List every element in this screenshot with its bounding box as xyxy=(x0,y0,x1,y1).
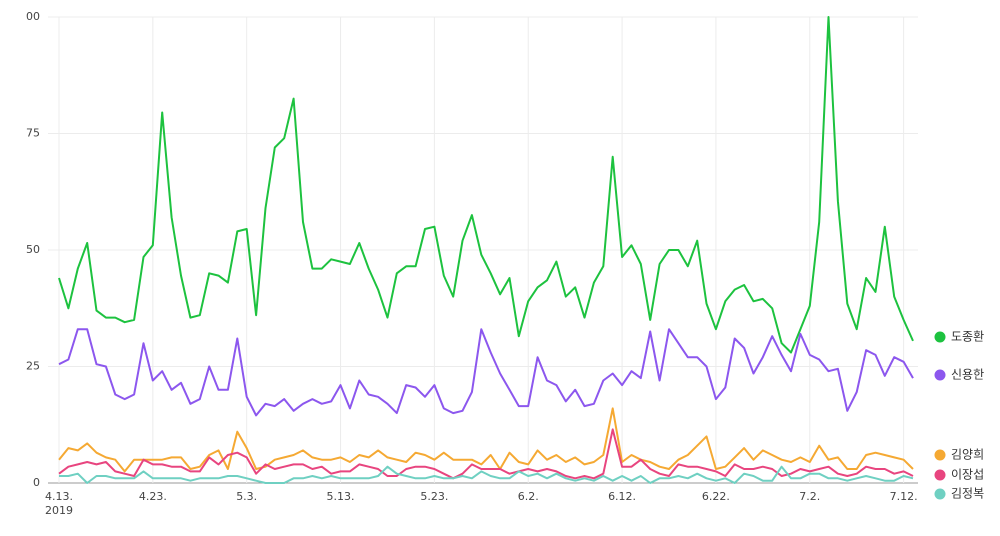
x-tick-label: 7.12. xyxy=(890,490,918,503)
line-series xyxy=(59,465,914,484)
y-tick-label: 50 xyxy=(26,243,40,256)
line-series xyxy=(58,407,914,473)
y-tick-label: 00 xyxy=(26,10,40,23)
line-series xyxy=(58,328,914,417)
legend-label: 도종환 xyxy=(951,330,984,344)
legend-marker xyxy=(934,369,946,381)
x-tick-label: 5.23. xyxy=(420,490,448,503)
y-tick-label: 75 xyxy=(26,127,40,140)
x-tick-label: 4.23. xyxy=(139,490,167,503)
x-tick-label: 5.3. xyxy=(236,490,257,503)
legend-label: 김정복 xyxy=(951,487,984,501)
legend-label: 신용한 xyxy=(951,368,984,382)
legend-marker xyxy=(934,449,946,461)
x-tick-label: 6.2. xyxy=(518,490,539,503)
x-tick-label: 7.2. xyxy=(799,490,820,503)
x-tick-label: 5.13. xyxy=(327,490,355,503)
line-series xyxy=(58,428,914,480)
x-tick-label: 4.13. xyxy=(45,490,73,503)
y-tick-label: 0 xyxy=(33,476,40,489)
legend-marker xyxy=(934,469,946,481)
line-series xyxy=(58,16,914,354)
legend-marker xyxy=(934,488,946,500)
legend-label: 이장섭 xyxy=(951,468,984,482)
legend-marker xyxy=(934,331,946,343)
legend-label: 김양희 xyxy=(951,448,984,462)
x-tick-label: 6.22. xyxy=(702,490,730,503)
year-label: 2019 xyxy=(45,504,73,517)
x-tick-label: 6.12. xyxy=(608,490,636,503)
y-tick-label: 25 xyxy=(26,360,40,373)
